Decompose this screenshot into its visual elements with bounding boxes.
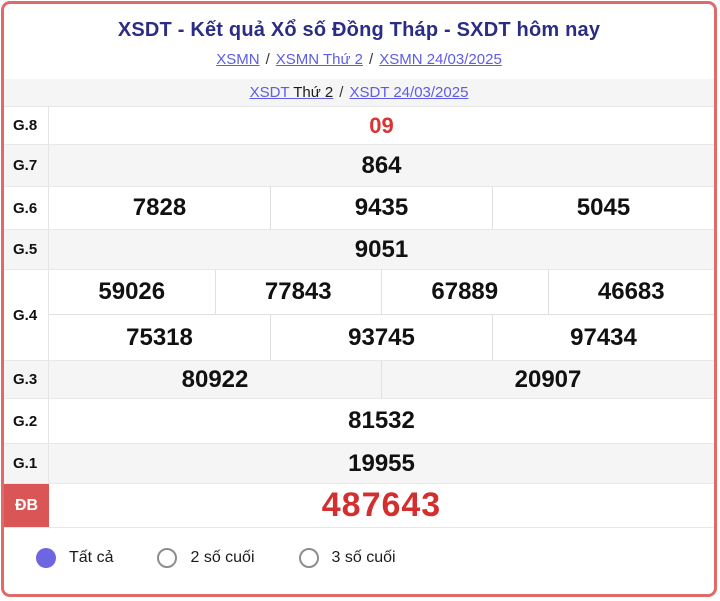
prize-row-g4: G.4 59026 77843 67889 46683 75318 93745 … xyxy=(4,270,714,361)
page-title: XSDT - Kết quả Xổ số Đồng Tháp - SXDT hô… xyxy=(117,19,601,41)
link-xsmn-date[interactable]: XSMN 24/03/2025 xyxy=(379,51,502,68)
prize-row-db: ĐB 487643 xyxy=(4,484,714,528)
prize-number: 09 xyxy=(369,112,394,138)
radio-selected-icon[interactable] xyxy=(36,548,56,568)
prize-label: G.4 xyxy=(4,270,49,360)
prize-number: 20907 xyxy=(514,365,582,393)
breadcrumb-thu2-text: Thứ 2 xyxy=(293,84,334,101)
prize-label: G.8 xyxy=(4,107,49,144)
prize-number: 81532 xyxy=(348,407,415,434)
prize-number: 80922 xyxy=(49,361,382,398)
link-xsmn-thu2[interactable]: XSMN Thứ 2 xyxy=(275,51,364,68)
prize-label: G.5 xyxy=(4,230,49,269)
prize-number: 9051 xyxy=(354,235,409,263)
prize-label: G.3 xyxy=(4,361,49,398)
filter-label: 2 số cuối xyxy=(190,549,255,566)
jackpot-label: ĐB xyxy=(4,484,49,527)
breadcrumb-region: XSMN / XSMN Thứ 2 / XSMN 24/03/2025 xyxy=(4,51,714,73)
prize-number: 59026 xyxy=(49,270,216,314)
header: XSDT - Kết quả Xổ số Đồng Tháp - SXDT hô… xyxy=(4,4,714,73)
prize-number: 75318 xyxy=(49,315,271,360)
link-xsdt-date[interactable]: XSDT 24/03/2025 xyxy=(349,84,469,101)
prize-row-g2: G.2 81532 xyxy=(4,399,714,444)
filter-label: Tất cả xyxy=(69,549,114,566)
prize-number: 864 xyxy=(361,151,402,179)
filter-bar: Tất cả 2 số cuối 3 số cuối xyxy=(4,528,714,588)
filter-option-all[interactable]: Tất cả xyxy=(36,548,113,568)
prize-row-g7: G.7 864 xyxy=(4,145,714,187)
filter-option-last3[interactable]: 3 số cuối xyxy=(298,548,396,568)
prize-subrow: 75318 93745 97434 xyxy=(49,315,714,360)
prize-row-g1: G.1 19955 xyxy=(4,444,714,484)
prize-row-g6: G.6 7828 9435 5045 xyxy=(4,187,714,230)
prize-number: 19955 xyxy=(348,449,415,477)
breadcrumb-separator: / xyxy=(339,84,344,101)
link-xsdt-thu2[interactable]: XSDT Thứ 2 xyxy=(249,84,334,101)
prize-label: G.7 xyxy=(4,145,49,186)
filter-option-last2[interactable]: 2 số cuối xyxy=(157,548,255,568)
prize-number: 97434 xyxy=(570,323,637,351)
prize-number: 46683 xyxy=(597,278,665,305)
breadcrumb-province: XSDT Thứ 2 / XSDT 24/03/2025 xyxy=(4,79,714,107)
filter-label: 3 số cuối xyxy=(331,549,396,566)
breadcrumb-separator: / xyxy=(369,51,374,68)
radio-icon[interactable] xyxy=(157,548,178,568)
prize-number: 93745 xyxy=(271,315,493,360)
prize-row-g3: G.3 80922 20907 xyxy=(4,361,714,399)
prize-label: G.1 xyxy=(4,444,49,483)
prize-row-g8: G.8 09 xyxy=(4,107,714,145)
prize-number: 67889 xyxy=(382,270,549,314)
prize-row-g5: G.5 9051 xyxy=(4,230,714,270)
prize-number: 5045 xyxy=(576,194,631,221)
prize-number: 77843 xyxy=(216,270,382,314)
prize-subrow: 59026 77843 67889 46683 xyxy=(49,270,714,315)
breadcrumb-separator: / xyxy=(265,51,270,68)
prize-label: G.6 xyxy=(4,187,49,229)
link-xsmn[interactable]: XSMN xyxy=(216,51,260,68)
prize-label: G.2 xyxy=(4,399,49,443)
prize-number: 9435 xyxy=(271,187,493,229)
jackpot-number: 487643 xyxy=(321,486,442,524)
radio-icon[interactable] xyxy=(298,548,319,568)
prize-number: 7828 xyxy=(49,187,271,229)
